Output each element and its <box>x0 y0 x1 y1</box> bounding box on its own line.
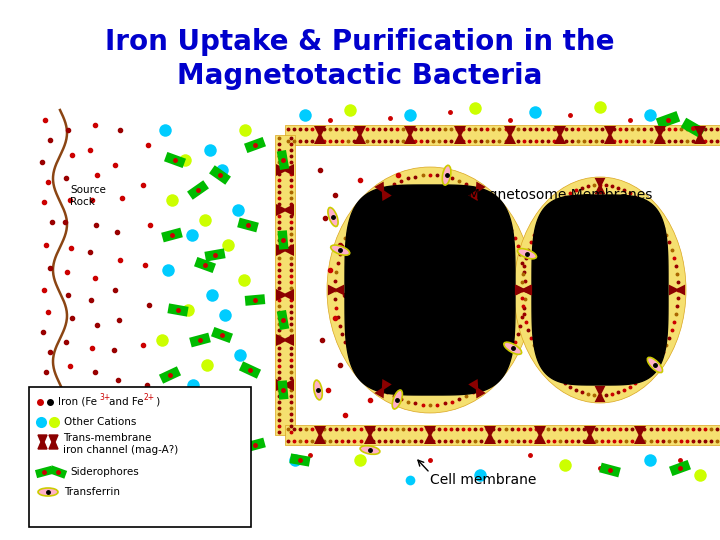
Bar <box>680 118 706 138</box>
Polygon shape <box>374 379 392 399</box>
Polygon shape <box>515 285 531 295</box>
Bar <box>165 421 187 439</box>
Bar <box>164 152 186 168</box>
Ellipse shape <box>504 342 521 354</box>
Bar <box>244 137 266 153</box>
Text: Siderophores: Siderophores <box>70 467 139 477</box>
Bar <box>669 460 691 476</box>
Polygon shape <box>669 285 685 295</box>
Bar <box>245 294 265 306</box>
Text: and Fe: and Fe <box>109 397 143 407</box>
Ellipse shape <box>314 380 323 400</box>
Polygon shape <box>595 178 606 194</box>
Text: Cell membrane: Cell membrane <box>430 473 536 487</box>
Polygon shape <box>504 126 516 144</box>
Polygon shape <box>276 244 294 256</box>
Ellipse shape <box>518 248 536 259</box>
Ellipse shape <box>38 488 58 496</box>
Polygon shape <box>595 386 606 402</box>
Ellipse shape <box>514 177 686 403</box>
FancyBboxPatch shape <box>29 387 251 527</box>
Polygon shape <box>314 126 326 144</box>
Polygon shape <box>532 195 668 385</box>
Polygon shape <box>468 379 486 399</box>
Polygon shape <box>38 435 47 449</box>
Polygon shape <box>484 426 496 444</box>
Bar <box>189 333 211 347</box>
Bar <box>187 180 209 200</box>
Polygon shape <box>328 285 344 295</box>
Polygon shape <box>604 126 616 144</box>
Bar <box>161 228 183 242</box>
Text: Magnetotactic Bacteria: Magnetotactic Bacteria <box>177 62 543 90</box>
Bar <box>159 366 181 384</box>
Bar <box>277 380 289 400</box>
Polygon shape <box>276 334 294 346</box>
Text: Other Cations: Other Cations <box>64 417 136 427</box>
Polygon shape <box>364 426 376 444</box>
Polygon shape <box>534 426 546 444</box>
Polygon shape <box>276 164 294 176</box>
Polygon shape <box>584 426 596 444</box>
Bar <box>599 463 621 477</box>
Polygon shape <box>276 379 294 391</box>
Bar <box>239 361 261 379</box>
Text: Iron (Fe: Iron (Fe <box>58 397 97 407</box>
Bar <box>204 248 225 261</box>
Bar <box>194 257 216 273</box>
Bar <box>244 437 266 453</box>
Polygon shape <box>468 181 486 201</box>
Polygon shape <box>276 289 294 301</box>
Polygon shape <box>314 426 326 444</box>
Text: 3+: 3+ <box>99 394 110 402</box>
Ellipse shape <box>392 390 402 409</box>
Text: Transferrin: Transferrin <box>64 487 120 497</box>
Bar <box>237 218 259 232</box>
Bar <box>277 230 289 249</box>
Polygon shape <box>634 426 646 444</box>
Polygon shape <box>454 126 466 144</box>
Text: Iron Uptake & Purification in the: Iron Uptake & Purification in the <box>105 28 615 56</box>
Ellipse shape <box>328 207 338 226</box>
Bar <box>276 150 289 170</box>
Polygon shape <box>354 126 366 144</box>
Ellipse shape <box>330 245 350 255</box>
Polygon shape <box>694 126 706 144</box>
Polygon shape <box>49 435 58 449</box>
Ellipse shape <box>442 165 451 185</box>
Bar <box>289 454 310 467</box>
Polygon shape <box>276 204 294 216</box>
Bar <box>167 303 189 316</box>
Bar <box>276 310 289 330</box>
Text: iron channel (mag-A?): iron channel (mag-A?) <box>63 445 179 455</box>
Bar <box>35 466 53 478</box>
Ellipse shape <box>360 446 380 454</box>
Bar <box>275 135 295 435</box>
Polygon shape <box>374 181 392 201</box>
Text: 2+: 2+ <box>143 394 154 402</box>
Polygon shape <box>654 126 666 144</box>
Polygon shape <box>554 126 566 144</box>
Polygon shape <box>516 285 532 295</box>
Text: ): ) <box>153 397 161 407</box>
Polygon shape <box>424 426 436 444</box>
Bar <box>285 125 720 145</box>
Bar <box>656 111 680 129</box>
Bar <box>207 391 229 409</box>
Bar <box>209 165 231 185</box>
Polygon shape <box>404 126 416 144</box>
Ellipse shape <box>327 167 533 413</box>
Ellipse shape <box>647 357 662 373</box>
Text: Trans-membrane: Trans-membrane <box>63 433 151 443</box>
Text: Source
Rock: Source Rock <box>70 185 106 207</box>
Polygon shape <box>345 185 515 395</box>
Bar <box>285 425 720 445</box>
Text: Magnetosome Membranes: Magnetosome Membranes <box>468 188 652 202</box>
Bar <box>49 465 67 478</box>
Bar <box>211 327 233 343</box>
